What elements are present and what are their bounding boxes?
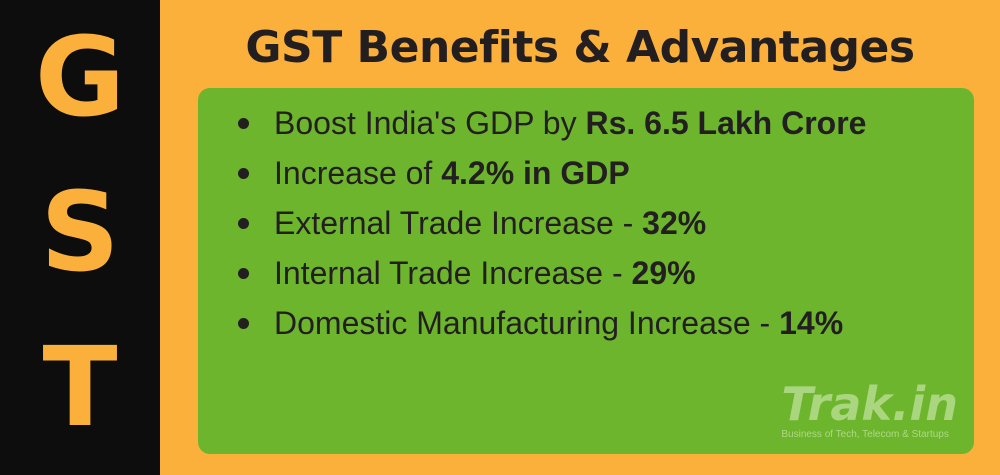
list-item: Domestic Manufacturing Increase - 14%: [232, 298, 954, 348]
bullet-icon: [238, 318, 249, 329]
bullet-icon: [238, 168, 249, 179]
point-text: External Trade Increase -: [274, 205, 643, 241]
side-bar: G S T: [0, 0, 160, 475]
point-highlight: 14%: [779, 305, 844, 341]
point-highlight: Rs. 6.5 Lakh Crore: [585, 105, 867, 141]
point-highlight: 4.2% in GDP: [441, 155, 630, 191]
benefits-list: Boost India's GDP by Rs. 6.5 Lakh Crore …: [232, 98, 954, 348]
side-letter: S: [40, 168, 120, 296]
point-text: Internal Trade Increase -: [274, 255, 632, 291]
bullet-icon: [238, 268, 249, 279]
point-text: Domestic Manufacturing Increase -: [274, 305, 780, 341]
list-item: Boost India's GDP by Rs. 6.5 Lakh Crore: [232, 98, 954, 148]
page-title: GST Benefits & Advantages: [245, 22, 915, 73]
list-item: External Trade Increase - 32%: [232, 198, 954, 248]
bullet-icon: [238, 118, 249, 129]
side-letter: G: [34, 13, 126, 141]
list-item: Internal Trade Increase - 29%: [232, 248, 954, 298]
list-item: Increase of 4.2% in GDP: [232, 148, 954, 198]
side-letter: T: [42, 323, 118, 451]
point-text: Boost India's GDP by: [274, 105, 586, 141]
brand-logo: Trak.in: [781, 377, 958, 431]
point-highlight: 32%: [642, 205, 707, 241]
point-text: Increase of: [274, 155, 442, 191]
point-highlight: 29%: [631, 255, 696, 291]
benefits-panel: Boost India's GDP by Rs. 6.5 Lakh Crore …: [198, 88, 974, 454]
brand-tagline: Business of Tech, Telecom & Startups: [781, 429, 949, 440]
bullet-icon: [238, 218, 249, 229]
brand-watermark: Trak.in Business of Tech, Telecom & Star…: [781, 381, 958, 440]
